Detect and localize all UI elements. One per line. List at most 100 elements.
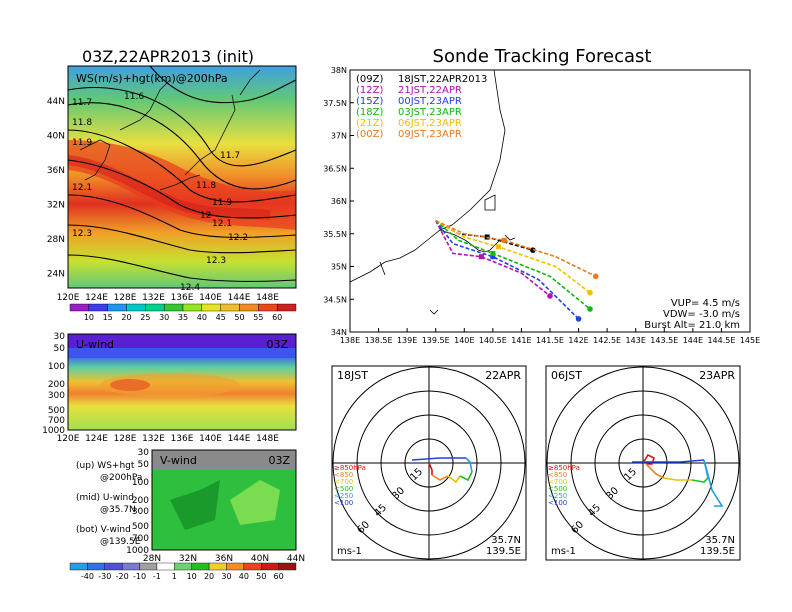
landing-point (587, 289, 593, 296)
colorbar-tick: 50 (256, 572, 266, 581)
hodo2-ring-labels: 15 30 45 60 (569, 466, 639, 536)
lon-tick-label: 140.5E (479, 336, 507, 345)
lat-tick-label: 34N (331, 328, 347, 337)
hodo2-time: 06JST (551, 369, 582, 382)
lon-tick-label: 142.5E (593, 336, 621, 345)
colorbar-swatch (104, 562, 123, 571)
ring-label: 30 (390, 485, 407, 502)
contour-label: 11.8 (72, 118, 92, 128)
tracking-map: 38N 37.5N 37N 36.5N 36N 35.5N 35N 34.5N 34N 138E… (323, 66, 760, 345)
lon-tick-label: 124E (85, 293, 108, 303)
ws-lat-ticks: 44N 40N 36N 32N 28N 24N (47, 97, 65, 280)
contour-label: 12 (200, 211, 211, 221)
colorbar-tick: 10 (187, 572, 197, 581)
hodo-legend-item: <100 (548, 499, 567, 507)
burst-point (496, 244, 502, 250)
colorbar-swatch (243, 562, 262, 571)
u-wind-orange (100, 373, 240, 397)
landing-point (592, 273, 599, 280)
run-jst: 06JST,23APR (398, 118, 462, 129)
lon-tick-label: 140E (199, 293, 222, 303)
pressure-tick-label: 300 (48, 391, 65, 401)
colorbar-tick: -30 (98, 572, 111, 581)
colorbar-tick: 25 (140, 313, 150, 322)
contour-label: 12.2 (228, 233, 248, 243)
hodo-legend-item: <500 (334, 485, 353, 493)
colorbar-tick: 60 (272, 313, 282, 322)
pressure-tick-label: 100 (132, 478, 149, 488)
colorbar-tick: 35 (178, 313, 188, 322)
ring-label: 45 (586, 502, 603, 519)
hodo2-lon: 139.5E (700, 546, 735, 557)
right-title: Sonde Tracking Forecast (433, 46, 652, 67)
lat-tick-label: 44N (47, 97, 65, 107)
hodo-legend-item: ≥850hPa (334, 464, 366, 472)
sonde-track (435, 220, 580, 320)
colorbar-swatch (239, 303, 259, 312)
colorbar-tick: 30 (221, 572, 231, 581)
contour-label: 11.9 (212, 198, 232, 208)
colorbar-swatch (258, 303, 278, 312)
tracking-lon-ticks: 138E 138.5E 139E 139.5E 140E 140.5E 141E 141.5E… (340, 328, 760, 345)
ws-panel-label: WS(m/s)+hgt(km)@200hPa (76, 72, 228, 85)
lat-tick-label: 24N (47, 270, 65, 280)
legend-up2: @200hPa (100, 473, 142, 483)
hodo1-trace (411, 457, 473, 484)
lon-tick-label: 142E (568, 336, 588, 345)
run-utc: (00Z) (356, 129, 383, 140)
ring-label: 15 (408, 466, 425, 483)
run-utc: (15Z) (356, 96, 383, 107)
pressure-tick-label: 30 (138, 448, 150, 458)
pressure-tick-label: 200 (48, 380, 65, 390)
jet-core (68, 140, 296, 230)
colorbar-tick: 30 (159, 313, 169, 322)
contour-label: 11.7 (72, 98, 92, 108)
hodo1-time: 18JST (337, 369, 368, 382)
run-utc: (18Z) (356, 107, 383, 118)
tracking-run-legend: (09Z) 18JST,22APR2013 (12Z) 21JST,22APR (15Z… (356, 74, 487, 140)
lon-tick-label: 144E (228, 434, 251, 444)
pressure-tick-label: 500 (48, 406, 65, 416)
lat-tick-label: 32N (47, 201, 65, 211)
tracking-params: VUP= 4.5 m/s VDW= -3.0 m/s Burst Alt= 21… (644, 298, 740, 331)
lon-tick-label: 132E (142, 293, 165, 303)
hodograph-18jst: 18JST 22APR 35.7N 139.5E ms-1 15 30 45 6… (331, 365, 527, 561)
hodo-legend-item: <850 (334, 471, 353, 479)
lon-tick-label: 148E (256, 434, 279, 444)
colorbar-tick: 15 (103, 313, 113, 322)
lat-tick-label: 28N (47, 235, 65, 245)
colorbar-swatch (261, 562, 279, 571)
hodo2-legend: ≥850hPa<850<700<500<250<100 (548, 464, 580, 507)
hodo-legend-item: <250 (548, 492, 567, 500)
pressure-tick-label: 700 (132, 534, 149, 544)
lat-tick-label: 37N (331, 132, 347, 141)
colorbar-tick: 20 (204, 572, 214, 581)
lon-tick-label: 120E (57, 434, 80, 444)
lat-tick-label: 38N (331, 66, 347, 75)
colorbar-tick: 50 (234, 313, 244, 322)
colorbar-tick: 40 (239, 572, 249, 581)
contour-label: 12.3 (72, 229, 92, 239)
lon-tick-label: 136E (171, 434, 194, 444)
burst-point (501, 237, 507, 243)
left-title: 03Z,22APR2013 (init) (82, 47, 254, 66)
lon-tick-label: 138.5E (365, 336, 393, 345)
landing-point (587, 306, 593, 312)
param-burst: Burst Alt= 21.0 km (644, 320, 740, 331)
colorbar-tick: -20 (116, 572, 129, 581)
contour-label: 11.8 (196, 181, 216, 191)
colorbar-swatch (226, 562, 245, 571)
ws-lon-ticks: 120E 124E 128E 132E 136E 140E 144E 148E (57, 293, 280, 303)
u-wind-frame (67, 333, 297, 431)
pressure-tick-label: 30 (54, 332, 66, 342)
ws-map-panel: 11.6 11.7 11.8 11.9 12.1 12.3 11.7 11.8 … (47, 65, 297, 322)
landing-point (575, 316, 582, 322)
contour-label: 11.9 (72, 138, 92, 148)
hodograph-06jst: 06JST 23APR 35.7N 139.5E ms-1 15 30 45 6… (545, 365, 741, 561)
ring-label: 15 (622, 466, 639, 483)
tracking-coastline (349, 69, 516, 315)
lon-tick-label: 128E (114, 434, 137, 444)
height-contours (67, 65, 297, 282)
tracking-tracks (434, 219, 599, 322)
u-wind-time: 03Z (266, 338, 288, 351)
